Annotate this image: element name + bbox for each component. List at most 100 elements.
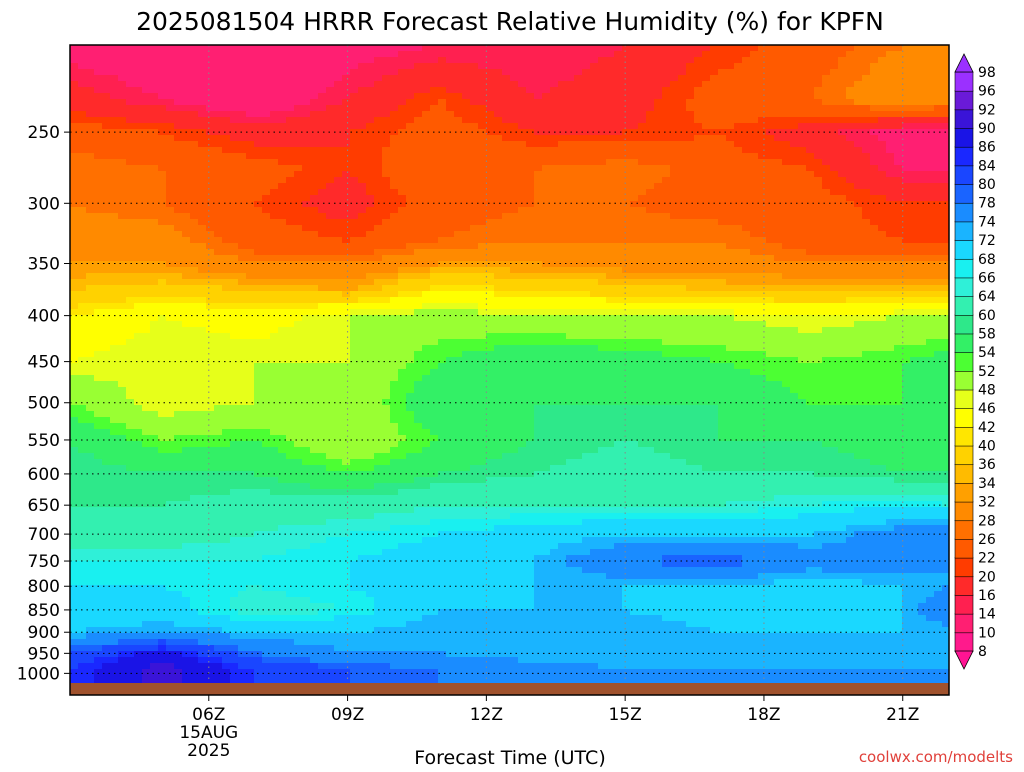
- rh-cell: [214, 51, 223, 58]
- rh-cell: [262, 135, 271, 142]
- rh-cell: [838, 303, 847, 310]
- rh-cell: [670, 255, 679, 262]
- rh-cell: [766, 57, 775, 64]
- rh-cell: [862, 201, 871, 208]
- rh-cell: [438, 189, 447, 196]
- rh-cell: [854, 57, 863, 64]
- rh-cell: [702, 135, 711, 142]
- rh-cell: [614, 231, 623, 238]
- rh-cell: [118, 129, 127, 136]
- rh-cell: [350, 141, 359, 148]
- rh-cell: [182, 165, 191, 172]
- rh-cell: [534, 225, 543, 232]
- rh-cell: [686, 261, 695, 268]
- rh-cell: [686, 267, 695, 274]
- rh-cell: [382, 105, 391, 112]
- rh-cell: [734, 51, 743, 58]
- rh-cell: [806, 291, 815, 298]
- rh-cell: [646, 123, 655, 130]
- rh-cell: [878, 309, 887, 316]
- rh-cell: [150, 255, 159, 262]
- rh-cell: [334, 111, 343, 118]
- rh-cell: [902, 141, 911, 148]
- rh-cell: [246, 243, 255, 250]
- rh-cell: [614, 57, 623, 64]
- rh-cell: [606, 45, 615, 52]
- rh-cell: [630, 231, 639, 238]
- rh-cell: [894, 159, 903, 166]
- rh-cell: [878, 51, 887, 58]
- rh-cell: [278, 171, 287, 178]
- rh-cell: [494, 231, 503, 238]
- rh-cell: [382, 141, 391, 148]
- rh-cell: [710, 135, 719, 142]
- rh-cell: [102, 165, 111, 172]
- rh-cell: [542, 285, 551, 292]
- rh-cell: [782, 153, 791, 160]
- rh-cell: [662, 153, 671, 160]
- rh-cell: [758, 141, 767, 148]
- rh-cell: [710, 123, 719, 130]
- rh-cell: [806, 273, 815, 280]
- rh-cell: [270, 297, 279, 304]
- rh-cell: [830, 129, 839, 136]
- rh-cell: [118, 75, 127, 82]
- rh-cell: [678, 141, 687, 148]
- rh-cell: [366, 159, 375, 166]
- rh-cell: [774, 225, 783, 232]
- rh-cell: [318, 225, 327, 232]
- rh-cell: [750, 195, 759, 202]
- rh-cell: [862, 267, 871, 274]
- rh-cell: [766, 81, 775, 88]
- rh-cell: [598, 87, 607, 94]
- rh-cell: [318, 195, 327, 202]
- rh-cell: [854, 123, 863, 130]
- rh-cell: [478, 273, 487, 280]
- rh-cell: [366, 273, 375, 280]
- rh-cell: [166, 291, 175, 298]
- rh-cell: [150, 201, 159, 208]
- rh-cell: [718, 309, 727, 316]
- rh-cell: [718, 69, 727, 76]
- rh-cell: [902, 51, 911, 58]
- rh-cell: [878, 123, 887, 130]
- rh-cell: [934, 303, 943, 310]
- rh-cell: [782, 69, 791, 76]
- rh-cell: [518, 45, 527, 52]
- rh-cell: [198, 201, 207, 208]
- rh-cell: [454, 69, 463, 76]
- rh-cell: [470, 309, 479, 316]
- rh-cell: [118, 249, 127, 256]
- rh-cell: [918, 171, 927, 178]
- rh-cell: [214, 171, 223, 178]
- rh-cell: [430, 81, 439, 88]
- rh-cell: [126, 141, 135, 148]
- rh-cell: [694, 57, 703, 64]
- rh-cell: [870, 267, 879, 274]
- rh-cell: [742, 99, 751, 106]
- rh-cell: [174, 123, 183, 130]
- rh-cell: [230, 255, 239, 262]
- rh-cell: [662, 225, 671, 232]
- rh-cell: [766, 273, 775, 280]
- rh-cell: [502, 261, 511, 268]
- rh-cell: [686, 129, 695, 136]
- rh-cell: [662, 243, 671, 250]
- rh-cell: [342, 309, 351, 316]
- rh-cell: [422, 111, 431, 118]
- rh-cell: [78, 243, 87, 250]
- rh-cell: [518, 213, 527, 220]
- rh-cell: [142, 153, 151, 160]
- rh-cell: [758, 267, 767, 274]
- rh-cell: [502, 153, 511, 160]
- rh-cell: [134, 111, 143, 118]
- rh-cell: [654, 147, 663, 154]
- rh-cell: [878, 291, 887, 298]
- rh-cell: [326, 129, 335, 136]
- rh-cell: [374, 315, 383, 322]
- rh-cell: [870, 207, 879, 214]
- rh-cell: [822, 87, 831, 94]
- rh-cell: [198, 159, 207, 166]
- rh-cell: [942, 285, 949, 292]
